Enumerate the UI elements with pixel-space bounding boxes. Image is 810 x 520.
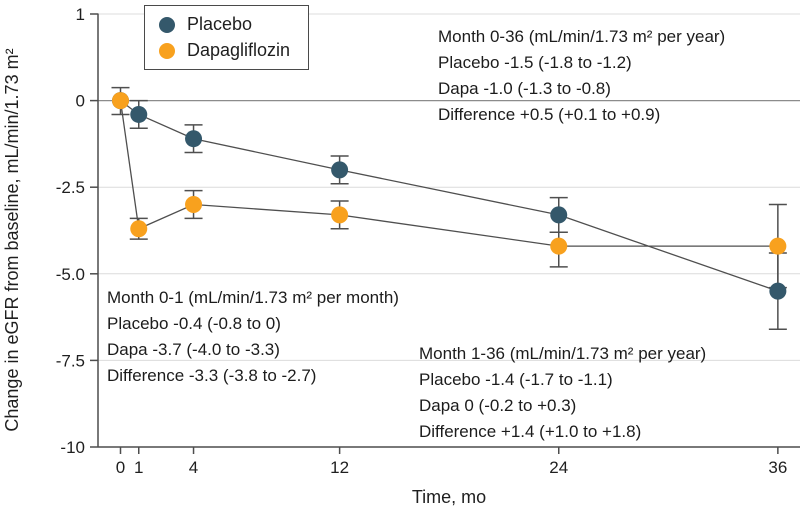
- data-point-dapagliflozin-m12: [331, 206, 349, 224]
- legend-item-dapagliflozin: Dapagliflozin: [159, 40, 290, 61]
- legend: Placebo Dapagliflozin: [144, 5, 310, 70]
- data-point-placebo-m4: [185, 130, 203, 148]
- y-axis-title: Change in eGFR from baseline, mL/min/1.7…: [2, 48, 22, 432]
- x-axis-title: Time, mo: [411, 487, 487, 507]
- annotation-line: Month 1-36 (mL/min/1.73 m² per year): [419, 344, 707, 363]
- data-point-dapagliflozin-m24: [550, 237, 568, 255]
- series-line-dapagliflozin: [119, 100, 778, 247]
- legend-item-placebo: Placebo: [159, 14, 290, 35]
- annotation-month-0-36: Month 0-36 (mL/min/1.73 m² per year) Pla…: [438, 24, 725, 128]
- annotation-line: Placebo -1.5 (-1.8 to -1.2): [438, 53, 632, 72]
- y-tick-label: 1: [76, 5, 85, 24]
- data-point-placebo-m1: [130, 105, 148, 123]
- x-tick-label: 0: [116, 458, 125, 477]
- data-point-dapagliflozin-m1: [130, 220, 148, 238]
- x-tick-label: 1: [134, 458, 143, 477]
- y-tick-label: -5.0: [56, 265, 85, 284]
- y-tick-label: 0: [76, 92, 85, 111]
- data-point-dapagliflozin-m0: [112, 92, 129, 110]
- data-point-dapagliflozin-m4: [185, 196, 203, 214]
- annotation-line: Month 0-36 (mL/min/1.73 m² per year): [438, 27, 726, 46]
- data-point-dapagliflozin-m36: [769, 237, 787, 255]
- annotation-line: Placebo -1.4 (-1.7 to -1.1): [419, 370, 613, 389]
- annotation-line: Difference +1.4 (+1.0 to +1.8): [419, 422, 642, 441]
- annotation-line: Difference +0.5 (+0.1 to +0.9): [438, 105, 661, 124]
- x-tick-label: 24: [549, 458, 568, 477]
- annotation-line: Dapa -1.0 (-1.3 to -0.8): [438, 79, 611, 98]
- legend-label-placebo: Placebo: [187, 14, 253, 34]
- annotation-month-1-36: Month 1-36 (mL/min/1.73 m² per year) Pla…: [419, 341, 706, 445]
- placebo-marker-icon: [159, 16, 175, 33]
- y-tick-label: -2.5: [56, 178, 85, 197]
- data-point-placebo-m12: [331, 161, 349, 179]
- y-tick-label: -7.5: [56, 351, 85, 370]
- data-point-placebo-m24: [550, 206, 568, 224]
- x-tick-label: 36: [768, 458, 787, 477]
- x-tick-label: 12: [330, 458, 349, 477]
- annotation-line: Placebo -0.4 (-0.8 to 0): [107, 314, 281, 333]
- x-tick-label: 4: [189, 458, 198, 477]
- y-tick-label: -10: [60, 438, 85, 457]
- annotation-line: Dapa 0 (-0.2 to +0.3): [419, 396, 577, 415]
- annotation-month-0-1: Month 0-1 (mL/min/1.73 m² per month) Pla…: [107, 285, 399, 389]
- annotation-line: Difference -3.3 (-3.8 to -2.7): [107, 366, 317, 385]
- annotation-line: Month 0-1 (mL/min/1.73 m² per month): [107, 288, 399, 307]
- data-point-placebo-m36: [769, 282, 787, 300]
- series-line-placebo: [120, 100, 779, 292]
- dapagliflozin-marker-icon: [159, 42, 175, 59]
- annotation-line: Dapa -3.7 (-4.0 to -3.3): [107, 340, 280, 359]
- legend-label-dapagliflozin: Dapagliflozin: [187, 40, 291, 60]
